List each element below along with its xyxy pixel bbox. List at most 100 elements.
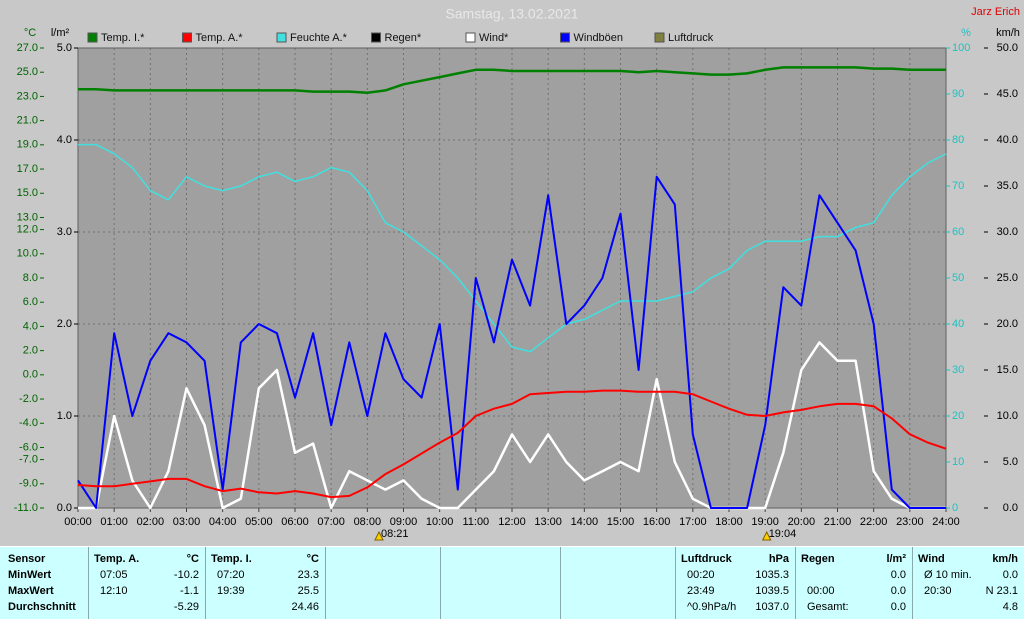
value-cell: 1035.3: [755, 569, 789, 581]
y-tick-label: 50: [952, 272, 964, 284]
column-separator: [912, 547, 913, 619]
x-tick-label: 22:00: [860, 516, 888, 528]
x-tick-label: 16:00: [643, 516, 671, 528]
y-tick-label: 17.0: [17, 163, 38, 175]
legend-swatch: [182, 32, 192, 43]
sun-icon: [374, 530, 384, 541]
value-cell: 0.0: [1002, 569, 1018, 581]
value-cell: -1.1: [180, 585, 199, 597]
time-cell: 20:30: [924, 585, 952, 597]
y-tick-label: 100: [952, 42, 970, 54]
x-tick-label: 09:00: [390, 516, 418, 528]
value-cell: 23.3: [297, 569, 319, 581]
y-tick-label: -9.0: [19, 478, 38, 490]
sun-icon: [761, 530, 772, 541]
y-tick-label: 60: [952, 226, 964, 238]
y-tick-label: 19.0: [17, 139, 38, 151]
x-tick-label: 11:00: [462, 516, 489, 528]
column-header: Luftdruck: [681, 553, 732, 565]
y-tick-label: 1.0: [57, 410, 72, 422]
y-tick-label: -11.0: [14, 502, 38, 514]
y-tick-label: 6.0: [23, 296, 38, 308]
y-tick-label: -2.0: [19, 393, 38, 405]
x-tick-label: 05:00: [245, 516, 273, 528]
x-tick-label: 10:00: [426, 516, 454, 528]
y-tick-label: 30: [952, 364, 964, 376]
x-tick-label: 04:00: [209, 516, 237, 528]
time-cell: ^0.9hPa/h: [687, 601, 737, 613]
y-tick-label: 4.0: [23, 320, 38, 332]
x-tick-label: 14:00: [571, 516, 599, 528]
y-tick-label: 12.0: [17, 223, 38, 235]
x-tick-label: 07:00: [317, 516, 345, 528]
y-tick-label: 4.0: [57, 134, 72, 146]
y-tick-label: 10.0: [17, 248, 38, 260]
x-tick-label: 03:00: [173, 516, 201, 528]
y-tick-label: 25.0: [997, 272, 1018, 284]
time-cell: 07:05: [100, 569, 128, 581]
value-cell: 0.0: [890, 601, 906, 613]
y-tick-label: 15.0: [17, 187, 38, 199]
series-line: [78, 143, 947, 353]
value-cell: 24.46: [291, 601, 319, 613]
column-separator: [325, 547, 326, 619]
legend-label: Temp. A.*: [196, 32, 244, 44]
y-tick-label: 40.0: [997, 134, 1018, 146]
legend-swatch: [371, 32, 381, 43]
chart-title: Samstag, 13.02.2021: [445, 6, 578, 22]
value-cell: N 23.1: [985, 585, 1018, 597]
column-header: Temp. I.: [211, 553, 252, 565]
legend-label: Windböen: [574, 32, 624, 44]
legend-swatch: [276, 32, 287, 43]
y-tick-label: 15.0: [997, 364, 1018, 376]
legend-label: Luftdruck: [668, 32, 714, 44]
time-cell: 00:20: [687, 569, 715, 581]
value-cell: -10.2: [173, 569, 199, 581]
time-cell: 00:00: [807, 585, 835, 597]
x-tick-label: 19:00: [751, 516, 779, 528]
legend-swatch: [654, 32, 665, 43]
y4-axis-unit: km/h: [996, 27, 1020, 39]
y-tick-label: 13.0: [17, 211, 38, 223]
time-cell: Gesamt:: [807, 601, 849, 613]
x-tick-label: 00:00: [64, 516, 92, 528]
column-unit: km/h: [992, 553, 1018, 565]
x-tick-label: 18:00: [715, 516, 743, 528]
author: Jarz Erich: [971, 6, 1020, 18]
y-tick-label: 90: [952, 88, 964, 100]
y-tick-label: -6.0: [19, 441, 38, 453]
column-header: Temp. A.: [94, 553, 140, 565]
time-cell: Ø 10 min.: [924, 569, 972, 581]
column-header: Sensor: [8, 553, 46, 565]
y-tick-label: 30.0: [997, 226, 1018, 238]
x-tick-label: 17:00: [679, 516, 707, 528]
time-cell: 23:49: [687, 585, 715, 597]
x-tick-label: 21:00: [824, 516, 852, 528]
time-cell: 07:20: [217, 569, 245, 581]
y-tick-label: 35.0: [997, 180, 1018, 192]
y-tick-label: 50.0: [997, 42, 1018, 54]
column-unit: l/m²: [886, 553, 906, 565]
legend-swatch: [87, 32, 98, 43]
y-tick-label: 45.0: [997, 88, 1018, 100]
y-tick-label: 2.0: [23, 345, 38, 357]
legend-swatch: [465, 32, 476, 43]
y-tick-label: 20: [952, 410, 964, 422]
y2-axis-unit: l/m²: [51, 27, 70, 39]
legend-label: Wind*: [479, 32, 509, 44]
y3-axis-unit: %: [961, 27, 971, 39]
value-cell: 1037.0: [755, 601, 789, 613]
y-tick-label: 20.0: [997, 318, 1018, 330]
sun-label: 19:04: [769, 528, 797, 540]
column-unit: hPa: [768, 553, 789, 565]
y-tick-label: 0.0: [1003, 502, 1018, 514]
y-tick-label: 40: [952, 318, 964, 330]
x-tick-label: 02:00: [137, 516, 165, 528]
value-cell: 25.5: [297, 585, 319, 597]
y-tick-label: 5.0: [1003, 456, 1018, 468]
y-tick-label: -4.0: [19, 417, 38, 429]
series-line: [78, 341, 946, 510]
y-tick-label: 10.0: [997, 410, 1018, 422]
value-cell: 0.0: [890, 585, 906, 597]
